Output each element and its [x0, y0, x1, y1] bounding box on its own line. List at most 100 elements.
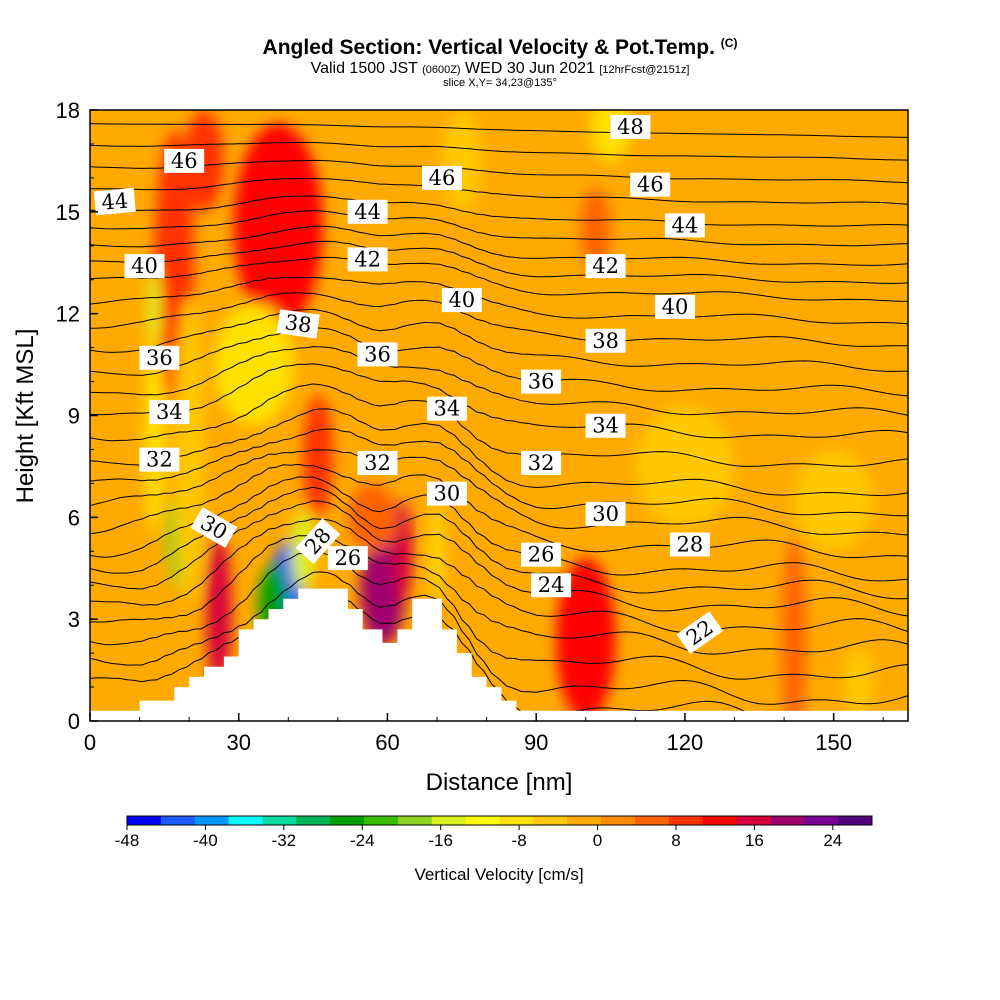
colorbar-swatch-4 — [262, 816, 297, 825]
contour-label-a8: 38 — [276, 309, 320, 339]
contour-label-box — [664, 213, 705, 238]
theta-contour-21 — [90, 225, 908, 266]
colorbar-tick-label-6: 0 — [593, 831, 602, 850]
forecast-info: [12hrFcst@2151z] — [599, 64, 690, 76]
y-tick-label-6: 6 — [68, 505, 80, 530]
theta-contour-7 — [90, 476, 908, 582]
contour-label-box — [93, 187, 136, 216]
contour-label-box — [295, 518, 341, 564]
contour-label-box — [585, 413, 626, 438]
contour-label-a7: 36 — [139, 345, 180, 370]
potential-temperature-contours — [90, 123, 908, 721]
contour-label-b15: 30 — [585, 501, 626, 526]
colorbar-tick-label-5: -8 — [512, 831, 527, 850]
contour-label-b10: 34 — [426, 396, 467, 421]
contour-label-box — [190, 507, 238, 548]
contour-label-box — [139, 447, 180, 472]
velocity-cell-14 — [303, 395, 333, 518]
contour-label-text: 28 — [677, 533, 704, 557]
contour-label-text: 42 — [592, 254, 619, 278]
contour-label-box — [327, 546, 368, 571]
contour-label-box — [585, 501, 626, 526]
contour-label-a1: 24 — [531, 573, 572, 598]
contour-label-b0: 46 — [422, 165, 462, 190]
colorbar-swatch-13 — [567, 816, 602, 825]
contour-label-a2: 26 — [327, 546, 368, 571]
theta-contour-2 — [90, 550, 908, 680]
colorbar-title: Vertical Velocity [cm/s] — [414, 865, 583, 884]
velocity-cell-8 — [213, 303, 294, 426]
colorbar-swatch-5 — [296, 816, 331, 825]
contour-label-b6: 40 — [655, 294, 695, 319]
contour-label-b4: 42 — [585, 254, 626, 279]
colorbar-swatch-17 — [702, 816, 738, 825]
contour-label-b12: 32 — [357, 451, 398, 475]
contour-label-box — [669, 532, 710, 557]
contour-label-box — [347, 247, 388, 272]
colorbar-swatch-14 — [601, 816, 636, 825]
colorbar-swatch-9 — [431, 816, 467, 825]
theta-contour-11 — [90, 408, 908, 497]
contour-label-text: 44 — [354, 200, 381, 224]
contour-label-box — [655, 294, 695, 319]
theta-contour-1 — [90, 571, 908, 705]
theta-contour-22 — [90, 210, 908, 247]
y-axis: 0 3 6 9 12 15 18 — [56, 98, 98, 734]
contour-label-a5: 32 — [139, 447, 180, 472]
contour-label-text: 46 — [429, 166, 456, 190]
theta-contour-12 — [90, 383, 908, 467]
colorbar-swatch-10 — [465, 816, 500, 825]
contour-label-text: 46 — [637, 173, 664, 197]
contour-label-text: 38 — [283, 310, 313, 337]
contour-label-box — [357, 342, 398, 367]
theta-contour-24 — [90, 177, 908, 205]
contour-label-b2: 44 — [347, 199, 388, 224]
theta-contour-10 — [90, 428, 908, 517]
contour-label-text: 44 — [100, 188, 129, 214]
contour-label-box — [610, 115, 651, 139]
contour-label-text: 34 — [592, 414, 619, 438]
colorbar-swatch-19 — [770, 816, 805, 825]
x-tick-label-60: 60 — [375, 730, 399, 755]
contour-label-b7: 38 — [585, 328, 626, 353]
contour-label-text: 44 — [672, 213, 699, 237]
contour-label-text: 42 — [354, 247, 381, 271]
contour-label-box — [585, 254, 626, 279]
valid-time: Valid 1500 JST — [310, 60, 418, 77]
theta-contour-8 — [90, 463, 908, 559]
x-tick-label-120: 120 — [667, 730, 704, 755]
contour-label-text: 32 — [146, 448, 173, 472]
contour-label-text: 40 — [662, 295, 689, 319]
contour-label-a6: 34 — [149, 400, 190, 425]
contour-label-text: 30 — [592, 502, 619, 526]
x-tick-label-150: 150 — [815, 730, 852, 755]
velocity-cell-24 — [580, 188, 611, 270]
contour-label-box — [585, 328, 626, 353]
contour-label-box — [347, 199, 388, 224]
contour-label-text: 34 — [434, 397, 461, 421]
theta-contour-17 — [90, 292, 908, 347]
contour-label-text: 36 — [528, 370, 555, 394]
y-axis-title: Height [Kft MSL] — [12, 329, 39, 504]
colorbar-swatch-16 — [668, 816, 704, 825]
y-tick-label-12: 12 — [56, 302, 80, 327]
contour-label-text: 36 — [146, 346, 173, 370]
valid-date: WED 30 Jun 2021 — [465, 60, 595, 77]
terrain-mask — [139, 588, 532, 721]
contour-label-box — [441, 288, 482, 313]
x-axis: 0 30 60 90 120 150 — [84, 713, 884, 755]
y-tick-label-9: 9 — [68, 404, 80, 429]
colorbar-tick-label-7: 8 — [671, 831, 680, 850]
contour-label-text: 40 — [448, 288, 475, 312]
contour-label-box — [630, 172, 671, 197]
velocity-cell-25 — [635, 405, 735, 528]
slice-info: slice X,Y= 34,23@135° — [443, 77, 557, 89]
y-tick-label-3: 3 — [68, 607, 80, 632]
theta-contour-14 — [90, 346, 908, 416]
colorbar-swatch-0 — [127, 816, 162, 825]
theta-contour-19 — [90, 256, 908, 302]
ground-mask — [90, 710, 908, 721]
